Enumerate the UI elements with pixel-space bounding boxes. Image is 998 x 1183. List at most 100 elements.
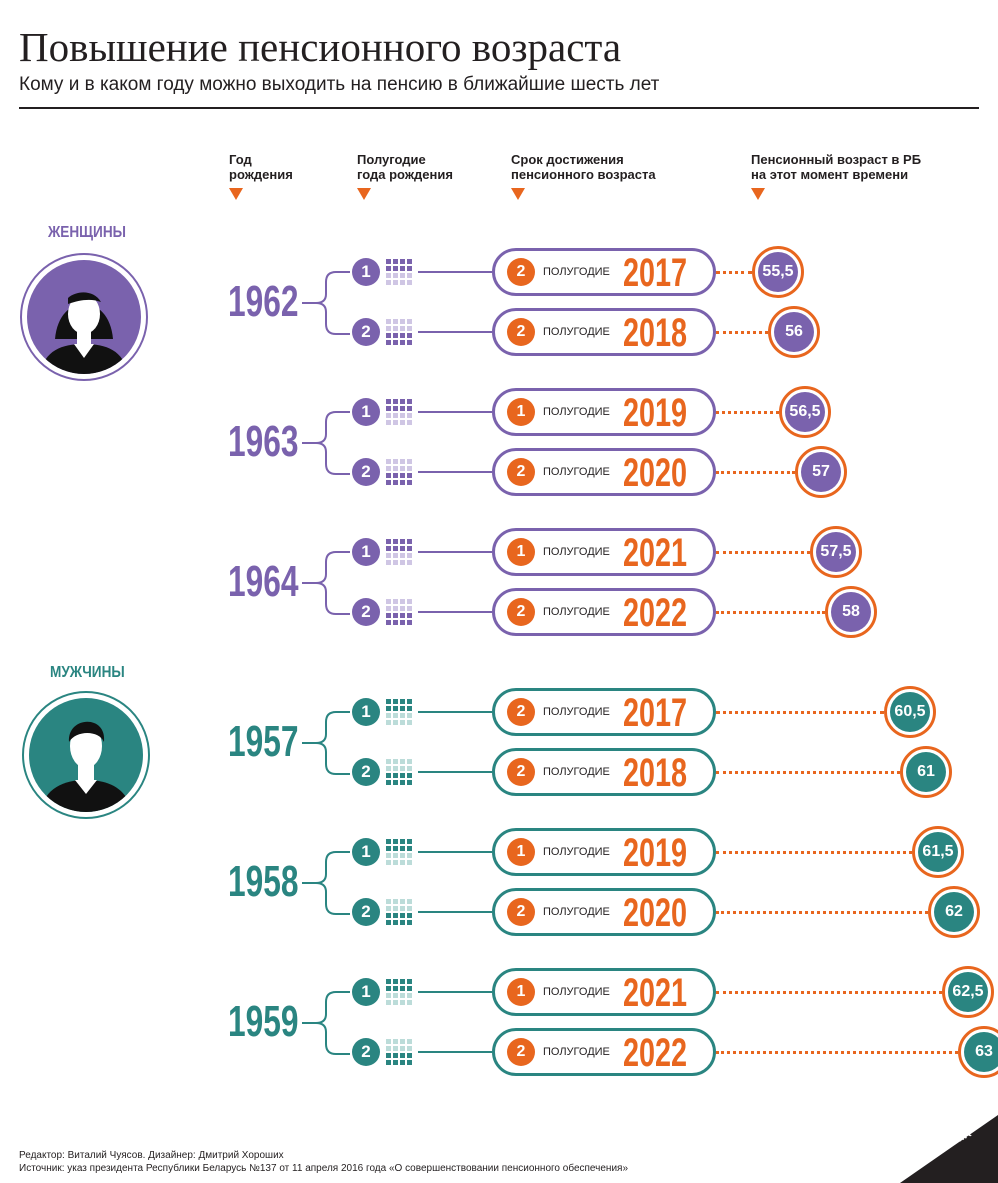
dotted-leader — [716, 471, 795, 474]
deadline-half-label: ПОЛУГОДИЕ — [543, 546, 610, 558]
dotted-leader — [716, 271, 752, 274]
half-year-badge: 2 — [352, 318, 380, 346]
row-connector — [418, 271, 492, 273]
row-connector — [418, 1051, 492, 1053]
pension-age-badge: 62,5 — [942, 966, 994, 1018]
pension-age-badge: 56 — [768, 306, 820, 358]
deadline-half-badge: 2 — [507, 458, 535, 486]
year-brace — [302, 271, 350, 335]
half-year-grid-icon — [386, 599, 412, 625]
deadline-half-label: ПОЛУГОДИЕ — [543, 766, 610, 778]
pension-age-value: 57,5 — [816, 532, 856, 572]
group-label-men: МУЖЧИНЫ — [50, 664, 125, 681]
deadline-pill: 1 ПОЛУГОДИЕ 2019 — [492, 388, 716, 436]
down-arrow-icon — [229, 188, 243, 200]
header-half-year: Полугодие года рождения — [357, 152, 453, 200]
deadline-pill: 2 ПОЛУГОДИЕ 2020 — [492, 448, 716, 496]
dotted-leader — [716, 851, 912, 854]
man-avatar-icon — [22, 691, 150, 819]
half-year-badge: 2 — [352, 1038, 380, 1066]
year-brace — [302, 711, 350, 775]
deadline-year: 2021 — [623, 971, 688, 1015]
pension-age-badge: 57,5 — [810, 526, 862, 578]
dotted-leader — [716, 551, 810, 554]
pension-age-value: 56 — [774, 312, 814, 352]
half-year-badge: 2 — [352, 598, 380, 626]
footer-credits: Редактор: Виталий Чуясов. Дизайнер: Дмит… — [19, 1150, 284, 1161]
deadline-pill: 2 ПОЛУГОДИЕ 2020 — [492, 888, 716, 936]
deadline-pill: 2 ПОЛУГОДИЕ 2017 — [492, 248, 716, 296]
deadline-half-label: ПОЛУГОДИЕ — [543, 606, 610, 618]
dotted-leader — [716, 331, 768, 334]
pension-age-value: 56,5 — [785, 392, 825, 432]
deadline-pill: 1 ПОЛУГОДИЕ 2021 — [492, 528, 716, 576]
deadline-half-badge: 2 — [507, 698, 535, 726]
deadline-half-label: ПОЛУГОДИЕ — [543, 266, 610, 278]
deadline-year: 2019 — [623, 391, 688, 435]
header-birth-year: Год рождения — [229, 152, 293, 200]
half-year-badge: 1 — [352, 978, 380, 1006]
deadline-year: 2021 — [623, 531, 688, 575]
deadline-half-badge: 2 — [507, 898, 535, 926]
pension-age-value: 60,5 — [890, 692, 930, 732]
header-deadline: Срок достижения пенсионного возраста — [511, 152, 656, 200]
deadline-half-badge: 2 — [507, 318, 535, 346]
deadline-pill: 2 ПОЛУГОДИЕ 2022 — [492, 1028, 716, 1076]
half-year-grid-icon — [386, 1039, 412, 1065]
header-birth-year-line2: рождения — [229, 167, 293, 182]
pension-age-badge: 62 — [928, 886, 980, 938]
down-arrow-icon — [751, 188, 765, 200]
pension-age-badge: 60,5 — [884, 686, 936, 738]
row-connector — [418, 911, 492, 913]
pension-age-badge: 55,5 — [752, 246, 804, 298]
deadline-pill: 2 ПОЛУГОДИЕ 2017 — [492, 688, 716, 736]
deadline-half-label: ПОЛУГОДИЕ — [543, 466, 610, 478]
half-year-grid-icon — [386, 979, 412, 1005]
deadline-half-badge: 2 — [507, 598, 535, 626]
down-arrow-icon — [357, 188, 371, 200]
deadline-half-label: ПОЛУГОДИЕ — [543, 406, 610, 418]
birth-year: 1959 — [228, 997, 299, 1046]
deadline-half-label: ПОЛУГОДИЕ — [543, 986, 610, 998]
pension-age-badge: 61,5 — [912, 826, 964, 878]
half-year-badge: 2 — [352, 898, 380, 926]
header-age-line1: Пенсионный возраст в РБ — [751, 152, 922, 167]
pension-age-badge: 58 — [825, 586, 877, 638]
row-connector — [418, 471, 492, 473]
birth-year: 1957 — [228, 717, 299, 766]
page-subtitle: Кому и в каком году можно выходить на пе… — [19, 74, 660, 95]
dotted-leader — [716, 771, 900, 774]
header-half-year-line2: года рождения — [357, 167, 453, 182]
half-year-badge: 1 — [352, 258, 380, 286]
half-year-badge: 2 — [352, 758, 380, 786]
deadline-year: 2020 — [623, 891, 688, 935]
deadline-half-badge: 2 — [507, 758, 535, 786]
deadline-half-label: ПОЛУГОДИЕ — [543, 326, 610, 338]
row-connector — [418, 331, 492, 333]
dotted-leader — [716, 411, 779, 414]
deadline-pill: 1 ПОЛУГОДИЕ 2021 — [492, 968, 716, 1016]
dotted-leader — [716, 991, 942, 994]
page-title: Повышение пенсионного возраста — [19, 24, 622, 70]
pension-age-value: 55,5 — [758, 252, 798, 292]
deadline-half-label: ПОЛУГОДИЕ — [543, 906, 610, 918]
header-age: Пенсионный возраст в РБ на этот момент в… — [751, 152, 921, 200]
half-year-grid-icon — [386, 839, 412, 865]
row-connector — [418, 711, 492, 713]
deadline-half-badge: 1 — [507, 538, 535, 566]
sputnik-logo — [900, 1115, 998, 1183]
deadline-year: 2020 — [623, 451, 688, 495]
half-year-grid-icon — [386, 399, 412, 425]
title-divider — [19, 107, 979, 109]
pension-age-value: 61,5 — [918, 832, 958, 872]
row-connector — [418, 551, 492, 553]
year-brace — [302, 851, 350, 915]
row-connector — [418, 611, 492, 613]
half-year-grid-icon — [386, 459, 412, 485]
header-deadline-line2: пенсионного возраста — [511, 167, 656, 182]
half-year-badge: 1 — [352, 398, 380, 426]
half-year-badge: 1 — [352, 838, 380, 866]
deadline-pill: 1 ПОЛУГОДИЕ 2019 — [492, 828, 716, 876]
pension-age-value: 62,5 — [948, 972, 988, 1012]
deadline-half-badge: 2 — [507, 258, 535, 286]
